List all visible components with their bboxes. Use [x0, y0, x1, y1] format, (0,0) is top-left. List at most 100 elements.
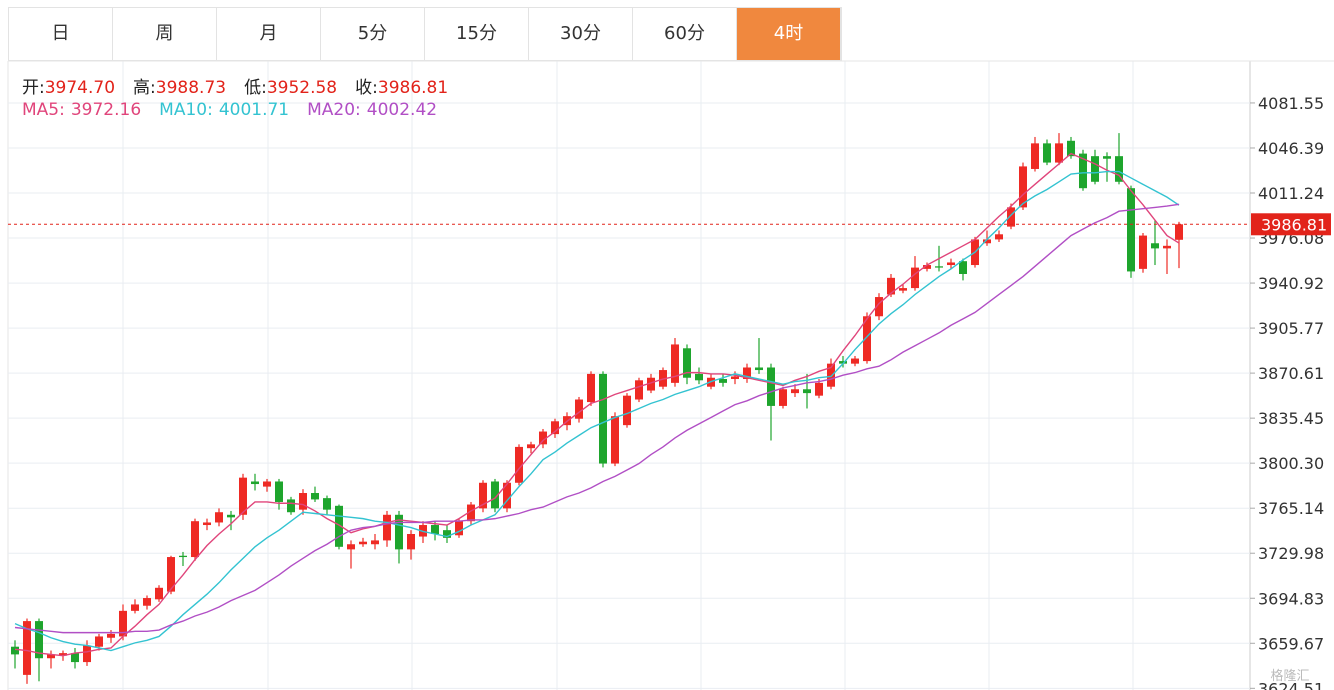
candle-body	[443, 530, 451, 538]
candle-body	[311, 493, 319, 500]
ma-line	[14, 203, 1180, 634]
candle-body	[719, 379, 727, 383]
watermark: 格隆汇	[1270, 668, 1309, 684]
legend-item: MA5: 3972.16	[22, 100, 141, 120]
candle-body	[275, 481, 283, 502]
period-tabs: 日周月 5分 15分 30分 60分 4时	[8, 7, 842, 61]
candle-body	[947, 262, 955, 266]
candle-body	[155, 587, 163, 600]
candle-body	[515, 446, 523, 483]
ohlc-value: 3986.81	[377, 78, 449, 98]
candle-body	[239, 477, 247, 515]
candle-body	[539, 431, 547, 445]
y-tick-label: 4081.55	[1258, 94, 1324, 113]
candle-body	[1115, 156, 1123, 182]
period-tab[interactable]: 30分	[529, 8, 633, 60]
legend-name: MA5:	[22, 100, 65, 120]
legend-item: MA10: 4001.71	[159, 100, 289, 120]
candle-body	[779, 389, 787, 406]
candle-body	[551, 421, 559, 435]
candle-body	[575, 399, 583, 419]
candle-body	[167, 557, 175, 592]
candle-body	[899, 288, 907, 291]
y-tick-label: 3835.45	[1258, 409, 1324, 428]
ohlc-value: 3952.58	[266, 78, 338, 98]
candle-body	[731, 376, 739, 380]
candle-body	[371, 540, 379, 545]
candle-body	[527, 444, 535, 449]
candle-body	[383, 514, 391, 541]
candle-body	[587, 373, 595, 403]
y-tick-label: 3659.67	[1258, 634, 1324, 653]
candle-body	[1019, 166, 1027, 208]
y-tick-label: 3800.30	[1258, 454, 1324, 473]
candle-body	[431, 525, 439, 534]
y-tick-label: 3765.14	[1258, 499, 1324, 518]
current-price-box	[1251, 213, 1331, 236]
period-tab[interactable]: 60分	[633, 8, 737, 60]
ohlc-label: 开:	[22, 78, 45, 98]
period-tab[interactable]: 4时	[737, 8, 841, 60]
ohlc-label: 低:	[244, 78, 267, 98]
candle-body	[1067, 140, 1075, 157]
y-tick-label: 3870.61	[1258, 364, 1324, 383]
ohlc-item: 低:3952.58	[244, 73, 337, 98]
ohlc-item: 收:3986.81	[355, 73, 448, 98]
period-tab[interactable]: 月	[217, 8, 321, 60]
candle-body	[299, 493, 307, 510]
candle-body	[791, 389, 799, 394]
ohlc-label: 收:	[355, 78, 378, 98]
candle-body	[755, 367, 763, 371]
candle-body	[1163, 245, 1171, 249]
candle-body	[143, 598, 151, 606]
candle-body	[359, 541, 367, 545]
candle-body	[59, 653, 67, 656]
period-tab[interactable]: 15分	[425, 8, 529, 60]
candle-body	[1091, 156, 1099, 182]
candle-body	[119, 610, 127, 637]
candle-body	[671, 344, 679, 383]
candle-body	[179, 555, 187, 558]
candle-body	[251, 481, 259, 485]
legend-value: 4001.71	[218, 100, 290, 120]
candle-body	[95, 636, 103, 647]
candle-body	[923, 265, 931, 269]
candle-body	[743, 367, 751, 380]
candle-body	[839, 361, 847, 364]
candle-body	[803, 389, 811, 394]
candle-body	[1139, 235, 1147, 269]
candle-body	[815, 382, 823, 396]
ma-line	[14, 152, 1180, 657]
candle-body	[407, 533, 415, 550]
candle-body	[1103, 156, 1111, 159]
candle-body	[683, 348, 691, 378]
candle-body	[71, 653, 79, 663]
candle-body	[647, 377, 655, 391]
candle-body	[215, 512, 223, 523]
y-tick-label: 4046.39	[1258, 139, 1324, 158]
candle-body	[887, 277, 895, 295]
candle-body	[1127, 188, 1135, 272]
candle-body	[227, 514, 235, 518]
candle-body	[503, 482, 511, 509]
candle-body	[23, 621, 31, 675]
candle-body	[335, 505, 343, 547]
ohlc-item: 开:3974.70	[22, 73, 115, 98]
period-tab[interactable]: 日	[9, 8, 113, 60]
legend-name: MA10:	[159, 100, 213, 120]
legend-value: 4002.42	[366, 100, 438, 120]
candle-body	[455, 521, 463, 536]
period-tab[interactable]: 5分	[321, 8, 425, 60]
period-tab[interactable]: 周	[113, 8, 217, 60]
candle-body	[875, 297, 883, 317]
candle-body	[995, 234, 1003, 240]
candle-body	[1007, 207, 1015, 227]
candle-body	[1055, 143, 1063, 163]
legend-value: 3972.16	[70, 100, 142, 120]
candle-body	[287, 499, 295, 513]
candle-body	[131, 604, 139, 611]
candle-body	[695, 373, 703, 381]
y-tick-label: 3624.51	[1258, 679, 1324, 690]
candle-body	[107, 633, 115, 638]
